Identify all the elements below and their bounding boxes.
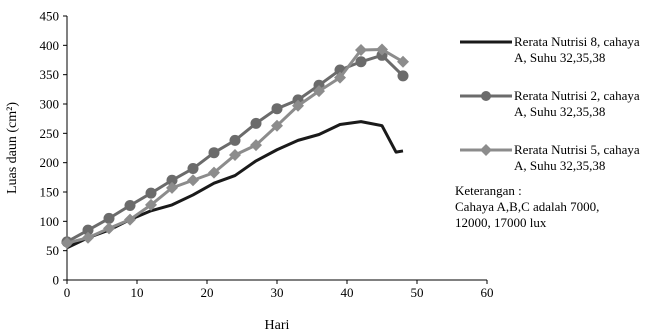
y-tick-label: 0: [53, 273, 60, 288]
data-point: [334, 71, 346, 84]
data-point: [187, 163, 199, 175]
data-point: [166, 174, 178, 186]
series-3: [61, 43, 409, 250]
data-point: [271, 119, 283, 132]
y-tick-label: 100: [40, 214, 60, 229]
data-point: [61, 237, 73, 250]
legend-item-nutrisi-2: Rerata Nutrisi 2, cahaya A, Suhu 32,35,3…: [458, 88, 645, 142]
note-line: Cahaya A,B,C adalah 7000,: [455, 199, 600, 214]
y-tick-label: 350: [40, 67, 60, 82]
data-point: [229, 134, 241, 146]
data-point: [187, 174, 199, 187]
note-line: 12000, 17000 lux: [455, 215, 547, 230]
series-2: [61, 49, 409, 248]
y-tick-label: 450: [40, 9, 60, 24]
x-axis-label: Hari: [265, 318, 290, 333]
legend-label: Rerata Nutrisi 5, cahaya A, Suhu 32,35,3…: [514, 142, 640, 173]
data-point: [229, 149, 241, 162]
chart-legend: Rerata Nutrisi 8, cahaya A, Suhu 32,35,3…: [458, 34, 645, 196]
x-tick-label: 50: [411, 285, 424, 300]
legend-item-nutrisi-8: Rerata Nutrisi 8, cahaya A, Suhu 32,35,3…: [458, 34, 645, 88]
data-point: [103, 222, 115, 235]
x-tick-label: 30: [271, 285, 284, 300]
data-point: [166, 181, 178, 194]
data-point: [313, 85, 325, 98]
y-tick-label: 200: [40, 155, 60, 170]
y-tick-label: 50: [46, 243, 59, 258]
x-tick-label: 0: [64, 285, 71, 300]
data-point: [208, 147, 220, 159]
y-axis-label: Luas daun (cm²): [5, 102, 20, 194]
data-point: [292, 99, 304, 112]
x-tick-label: 60: [481, 285, 494, 300]
y-tick-label: 300: [40, 97, 60, 112]
chart-note: Keterangan : Cahaya A,B,C adalah 7000, 1…: [455, 183, 645, 231]
legend-label: Rerata Nutrisi 2, cahaya A, Suhu 32,35,3…: [514, 88, 640, 119]
data-point: [250, 117, 262, 129]
data-point: [145, 198, 157, 211]
x-tick-label: 40: [341, 285, 354, 300]
y-tick-label: 400: [40, 38, 60, 53]
y-tick-label: 250: [40, 126, 60, 141]
chart-series: [61, 43, 409, 250]
legend-swatch-nutrisi-2: [460, 91, 512, 101]
data-point: [355, 44, 367, 57]
x-tick-label: 20: [201, 285, 214, 300]
legend-label: Rerata Nutrisi 8, cahaya A, Suhu 32,35,3…: [514, 34, 640, 65]
note-title: Keterangan :: [455, 183, 522, 198]
data-point: [124, 213, 136, 226]
legend-swatch-nutrisi-8: [460, 40, 512, 44]
legend-item-nutrisi-5: Rerata Nutrisi 5, cahaya A, Suhu 32,35,3…: [458, 142, 645, 196]
data-point: [376, 43, 388, 56]
data-point: [103, 212, 115, 224]
data-point: [271, 103, 283, 115]
data-point: [145, 187, 157, 199]
data-point: [397, 70, 409, 82]
data-point: [355, 56, 367, 68]
series-line: [66, 53, 405, 244]
y-tick-label: 150: [40, 185, 60, 200]
data-point: [208, 166, 220, 179]
data-point: [124, 199, 136, 211]
data-point: [250, 139, 262, 152]
x-tick-label: 10: [131, 285, 144, 300]
legend-swatch-nutrisi-5: [460, 144, 512, 156]
data-point: [397, 55, 409, 68]
chart-axes: 0 10 20 30 40 50 60 0 50 100 150 200 250 300 350 400 450: [40, 9, 494, 301]
data-point: [82, 231, 94, 244]
data-point: [82, 224, 94, 236]
